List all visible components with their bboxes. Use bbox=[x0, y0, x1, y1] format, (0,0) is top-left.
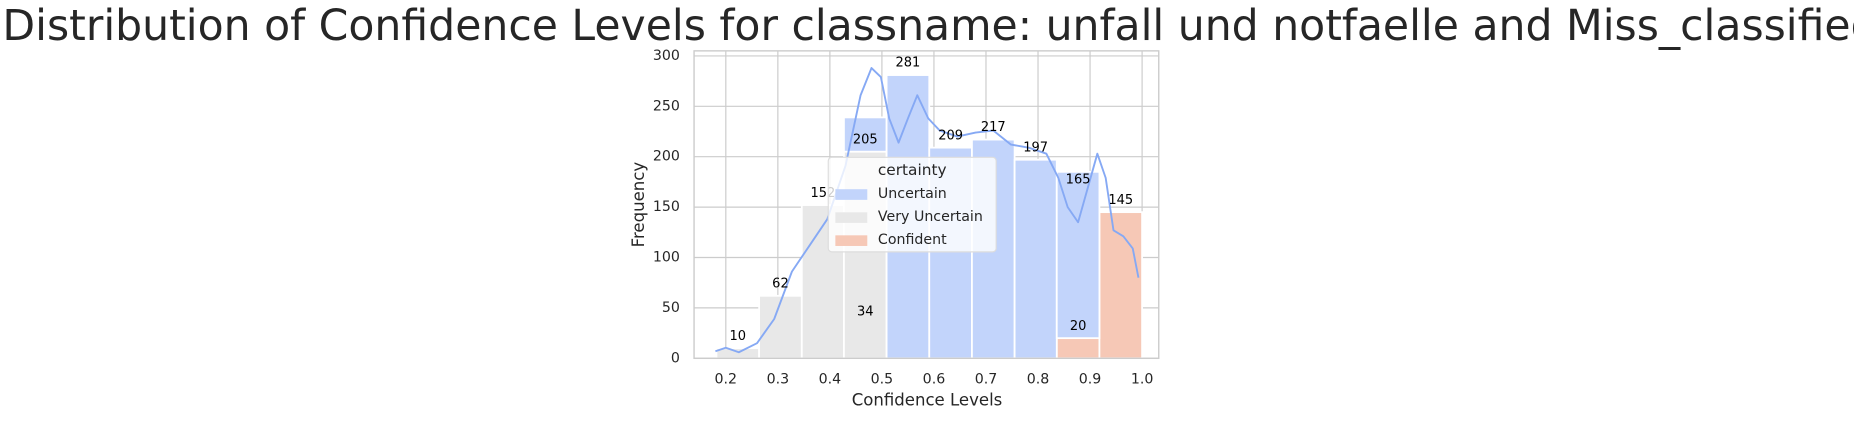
x-tick-label: 0.5 bbox=[871, 372, 894, 388]
legend-label: Very Uncertain bbox=[878, 209, 983, 225]
x-tick-label: 0.4 bbox=[819, 372, 842, 388]
legend-title: certainty bbox=[878, 161, 947, 179]
legend-box bbox=[827, 156, 997, 253]
y-tick-label: 100 bbox=[653, 250, 680, 266]
value-label: 145 bbox=[1108, 193, 1133, 208]
histogram-bar bbox=[715, 347, 760, 360]
x-tick-label: 0.8 bbox=[1027, 372, 1050, 388]
y-axis-label: Frequency bbox=[629, 162, 648, 248]
y-tick-label: 200 bbox=[653, 149, 680, 165]
value-label: 205 bbox=[853, 132, 878, 147]
value-label: 217 bbox=[981, 120, 1006, 135]
legend-swatch bbox=[835, 212, 868, 223]
x-tick-label: 0.6 bbox=[923, 372, 946, 388]
y-tick-label: 250 bbox=[653, 98, 680, 114]
value-label: 209 bbox=[938, 128, 963, 143]
value-label: 10 bbox=[730, 329, 747, 344]
y-tick-label: 0 bbox=[671, 350, 680, 366]
x-tick-label: 0.2 bbox=[715, 372, 738, 388]
value-label: 34 bbox=[857, 305, 874, 320]
kde-line bbox=[715, 67, 1140, 354]
x-axis-label: Confidence Levels bbox=[852, 390, 1003, 409]
value-label: 62 bbox=[772, 276, 789, 291]
x-tick-label: 0.9 bbox=[1079, 372, 1102, 388]
chart-title: Distribution of Confidence Levels for cl… bbox=[2, 1, 1854, 51]
y-tick-label: 150 bbox=[653, 199, 680, 215]
legend-swatch bbox=[835, 189, 868, 200]
y-tick-label: 50 bbox=[662, 300, 680, 316]
legend-label: Confident bbox=[878, 232, 947, 248]
legend: certainty Uncertain Very Uncertain Confiden… bbox=[827, 156, 997, 253]
legend-swatch bbox=[835, 235, 868, 246]
value-label: 197 bbox=[1023, 140, 1048, 155]
histogram-bar bbox=[1055, 170, 1101, 340]
value-label: 165 bbox=[1066, 173, 1091, 188]
axes-frame bbox=[693, 50, 1160, 360]
x-tick-label: 0.3 bbox=[767, 372, 790, 388]
value-label: 281 bbox=[896, 56, 921, 71]
histogram-bar bbox=[1055, 337, 1101, 360]
histogram-bar bbox=[1013, 158, 1058, 360]
y-tick-label: 300 bbox=[653, 48, 680, 64]
value-label: 20 bbox=[1070, 319, 1087, 334]
legend-label: Uncertain bbox=[878, 186, 947, 202]
histogram-bar bbox=[758, 294, 803, 360]
x-tick-label: 1.0 bbox=[1131, 372, 1154, 388]
x-tick-label: 0.7 bbox=[975, 372, 998, 388]
